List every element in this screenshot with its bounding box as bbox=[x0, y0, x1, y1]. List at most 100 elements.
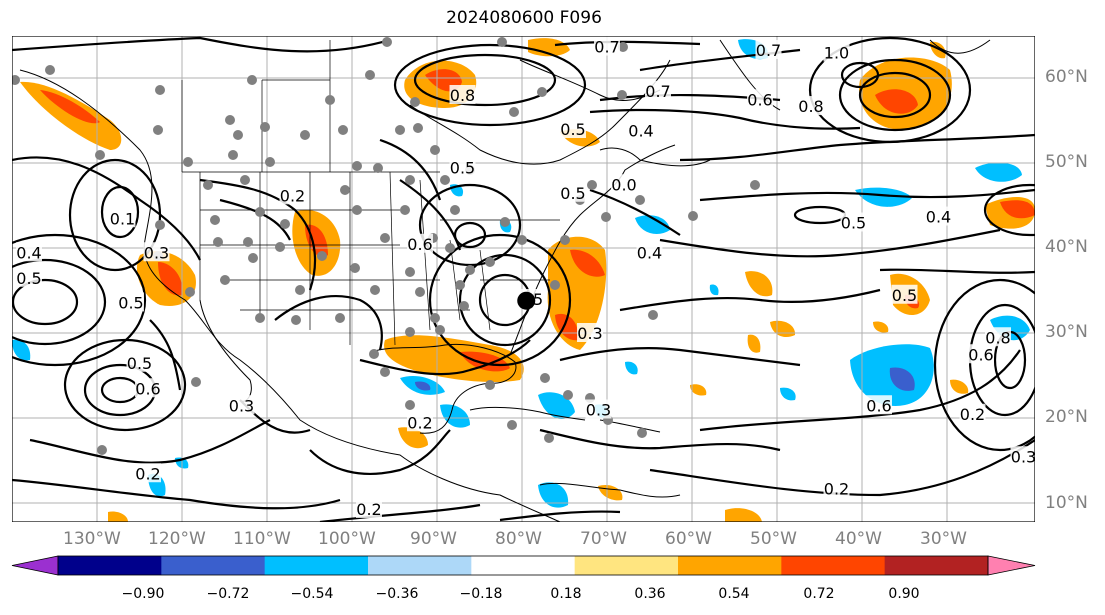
contour-label-bg bbox=[645, 80, 671, 100]
contour-label: 0.8 bbox=[985, 328, 1010, 347]
colorbar-tick-label: −0.54 bbox=[290, 586, 334, 602]
lat-label: 50°N bbox=[1045, 152, 1088, 172]
contour-label-bg bbox=[143, 242, 170, 262]
contour-label: 0.5 bbox=[892, 286, 917, 305]
colorbar-tick-label: −0.72 bbox=[206, 586, 250, 602]
contour-label-bg bbox=[1010, 446, 1035, 466]
contour-label-bg bbox=[109, 208, 136, 228]
contour-label-bg bbox=[16, 242, 42, 262]
contour-label: 0.5 bbox=[841, 214, 866, 233]
lon-label: 70°W bbox=[580, 529, 627, 549]
lat-label: 40°N bbox=[1045, 237, 1088, 257]
contour-label: 0.6 bbox=[135, 379, 160, 398]
contour-label-bg bbox=[407, 233, 433, 253]
colorbar-tick-label: −0.90 bbox=[121, 586, 165, 602]
lon-label: 130°W bbox=[63, 529, 121, 549]
contour-label-bg bbox=[594, 36, 620, 56]
contour-label-bg bbox=[636, 242, 663, 262]
colorbar-bin bbox=[781, 556, 886, 575]
colorbar-bin bbox=[471, 556, 576, 575]
contour-label: 0.2 bbox=[960, 405, 985, 424]
contour-label: 0.2 bbox=[824, 480, 849, 499]
contour-label-bg bbox=[228, 395, 255, 415]
contour-label: 0.7 bbox=[594, 38, 619, 57]
colorbar-frame bbox=[57, 555, 989, 576]
colorbar-tick-label: 0.18 bbox=[550, 586, 582, 602]
contour-label-bg bbox=[891, 284, 918, 304]
contour-label: 0.2 bbox=[407, 413, 432, 432]
contour-label-bg bbox=[585, 399, 612, 419]
colorbar bbox=[11, 555, 1036, 576]
graticule-grid bbox=[12, 36, 1035, 522]
contour-label-bg bbox=[628, 120, 654, 140]
contour-label: 0.4 bbox=[637, 243, 662, 262]
colorbar-tick-label: −0.18 bbox=[459, 586, 503, 602]
contour-label: 0.6 bbox=[866, 396, 891, 415]
contour-label: 0.5 bbox=[127, 354, 152, 373]
colorbar-bin bbox=[161, 556, 266, 575]
contour-label-bg bbox=[356, 498, 382, 518]
contour-label-bg bbox=[840, 212, 867, 232]
contour-label-bg bbox=[560, 182, 586, 202]
contour-label-bg bbox=[126, 352, 153, 372]
contour-label-bg bbox=[577, 323, 603, 342]
storm-center-marker bbox=[517, 291, 536, 310]
contour-label: 0.7 bbox=[756, 41, 781, 60]
contour-label-bg bbox=[959, 403, 986, 423]
contour-label-bg bbox=[16, 267, 42, 287]
lon-label: 60°W bbox=[665, 529, 712, 549]
contour-label-bg bbox=[279, 185, 306, 205]
lon-label: 90°W bbox=[410, 529, 457, 549]
lon-label: 40°W bbox=[835, 529, 882, 549]
contour-lines bbox=[12, 36, 1035, 522]
contour-label: 0.8 bbox=[798, 97, 823, 116]
station-dots bbox=[12, 37, 760, 455]
contour-label-bg bbox=[798, 96, 824, 116]
lon-label: 100°W bbox=[318, 529, 376, 549]
contour-label: 0.3 bbox=[1011, 447, 1036, 466]
lat-label: 60°N bbox=[1045, 67, 1088, 87]
contour-label-bg bbox=[866, 395, 892, 415]
contour-label-bg bbox=[755, 39, 782, 59]
contour-label-bg bbox=[823, 478, 850, 498]
lat-label: 10°N bbox=[1045, 493, 1088, 513]
contour-label: 0.0 bbox=[611, 175, 636, 194]
colorbar-bin bbox=[678, 556, 782, 575]
contour-label-bg bbox=[985, 327, 1011, 347]
contour-label: 0.2 bbox=[135, 464, 160, 483]
colorbar-bin bbox=[264, 556, 369, 575]
contour-label: 0.4 bbox=[628, 122, 653, 141]
contour-label: 0.2 bbox=[356, 500, 381, 519]
colorbar-bin bbox=[368, 556, 472, 575]
colorbar-extend-max bbox=[987, 555, 1036, 576]
contour-label: 0.6 bbox=[968, 345, 993, 364]
lon-label: 120°W bbox=[148, 529, 206, 549]
lon-label: 110°W bbox=[233, 529, 291, 549]
contour-label: 0.3 bbox=[577, 324, 602, 343]
contour-label: 0.5 bbox=[118, 293, 143, 312]
contour-label-bg bbox=[135, 463, 161, 483]
shaded-field bbox=[12, 38, 1035, 522]
lon-label: 30°W bbox=[920, 529, 967, 549]
contour-label-bg bbox=[135, 378, 161, 398]
contour-label: 0.8 bbox=[450, 86, 475, 105]
colorbar-bin bbox=[884, 556, 989, 575]
contour-label: 0.3 bbox=[586, 401, 611, 420]
lon-label: 50°W bbox=[750, 529, 797, 549]
contour-label-bg bbox=[449, 85, 476, 104]
contour-label: 0.5 bbox=[560, 184, 585, 203]
contour-labels: 0.7 0.7 1.00.7 0.6 0.80.80.5 0.40.50.5 0.00.10… bbox=[16, 36, 1036, 519]
contour-label-bg bbox=[449, 157, 476, 177]
lon-label: 80°W bbox=[495, 529, 542, 549]
colorbar-extend-min bbox=[11, 555, 59, 576]
contour-label-bg bbox=[407, 412, 433, 432]
contour-label: 0.7 bbox=[645, 82, 670, 101]
contour-label: 0.4 bbox=[16, 243, 41, 262]
contour-label: 0.6 bbox=[747, 90, 772, 109]
colorbar-tick-label: 0.90 bbox=[888, 586, 920, 602]
colorbar-tick-label: −0.36 bbox=[375, 586, 419, 602]
colorbar-bin bbox=[58, 556, 162, 575]
contour-label-bg bbox=[560, 119, 586, 138]
contour-label: 0.2 bbox=[280, 186, 305, 205]
